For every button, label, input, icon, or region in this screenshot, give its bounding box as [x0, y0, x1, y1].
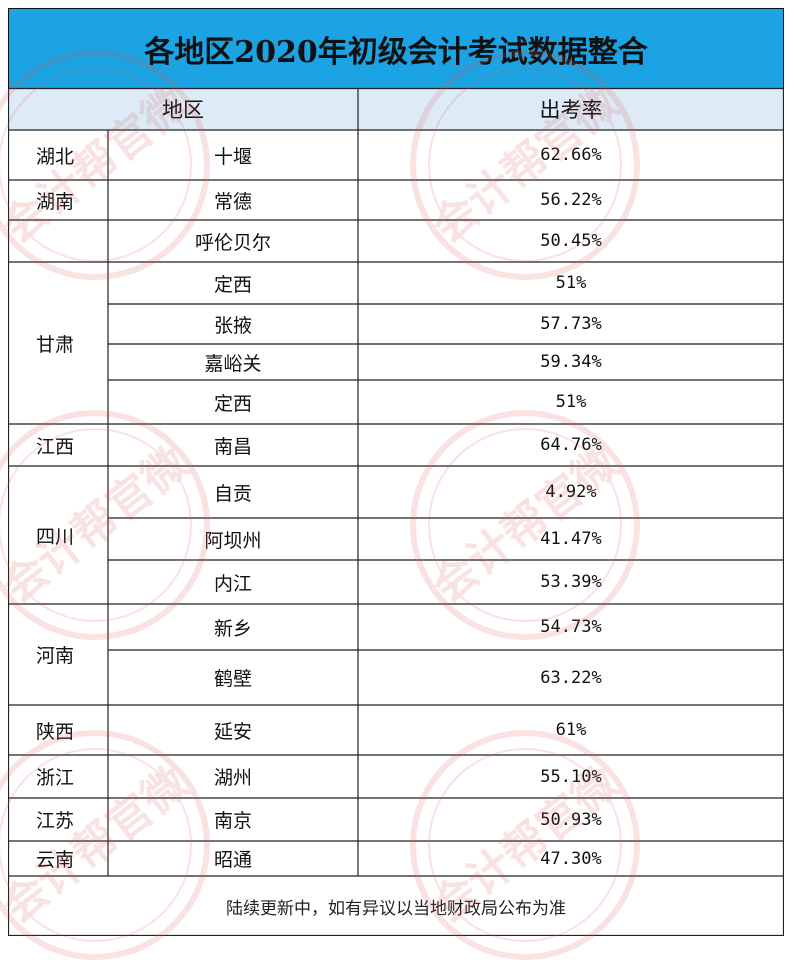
province-cell: 湖北 [36, 145, 75, 168]
rate-cell: 53.39% [540, 572, 602, 592]
city-cell: 定西 [213, 273, 252, 296]
header-rate: 出考率 [358, 88, 784, 130]
city-cell: 延安 [213, 720, 252, 743]
rate-cell: 55.10% [540, 766, 602, 787]
rate-cell: 50.93% [540, 809, 602, 830]
city-cell: 湖州 [213, 767, 252, 789]
province-cell: 浙江 [36, 767, 75, 789]
city-cell: 呼伦贝尔 [194, 231, 271, 254]
city-cell: 嘉峪关 [204, 352, 262, 375]
rate-cell: 57.73% [540, 314, 602, 334]
city-cell: 内江 [213, 572, 252, 595]
province-cell: 云南 [36, 849, 75, 871]
rate-cell: 61% [555, 720, 587, 740]
rate-cell: 64.76% [540, 435, 602, 455]
rate-cell: 4.92% [545, 482, 597, 502]
city-cell: 鹤壁 [213, 668, 252, 690]
city-cell: 张掖 [213, 314, 252, 337]
rate-cell: 47.30% [540, 848, 602, 869]
city-cell: 昭通 [213, 849, 252, 871]
province-cell: 江西 [36, 435, 75, 458]
table-title: 各地区2020年初级会计考试数据整合 [8, 8, 784, 89]
city-cell: 南京 [213, 810, 252, 832]
province-cell: 河南 [36, 645, 75, 667]
header-region: 地区 [8, 88, 358, 130]
city-cell: 定西 [213, 392, 252, 415]
city-cell: 十堰 [213, 145, 252, 168]
rate-cell: 51% [555, 392, 587, 412]
footer-note: 陆续更新中，如有异议以当地财政局公布为准 [226, 898, 566, 919]
city-cell: 新乡 [213, 617, 252, 640]
data-table: 各地区2020年初级会计考试数据整合 地区 出考率 十堰 62.66% 常德 56.2… [8, 8, 784, 936]
city-cell: 自贡 [213, 482, 252, 505]
province-cell: 江苏 [36, 810, 75, 832]
city-cell: 南昌 [213, 435, 252, 458]
province-cell: 湖南 [36, 190, 75, 213]
rate-cell: 41.47% [540, 529, 602, 549]
rate-cell: 54.73% [540, 617, 602, 637]
rate-cell: 62.66% [540, 145, 602, 165]
province-cell: 甘肃 [36, 333, 75, 356]
city-cell: 阿坝州 [204, 529, 262, 552]
rate-cell: 50.45% [540, 231, 602, 251]
rate-cell: 51% [555, 273, 587, 293]
rate-cell: 63.22% [540, 667, 602, 688]
rate-cell: 59.34% [540, 352, 602, 372]
city-cell: 常德 [213, 190, 252, 213]
province-cell: 四川 [36, 525, 75, 548]
province-cell: 陕西 [36, 720, 75, 743]
rate-cell: 56.22% [540, 190, 602, 210]
